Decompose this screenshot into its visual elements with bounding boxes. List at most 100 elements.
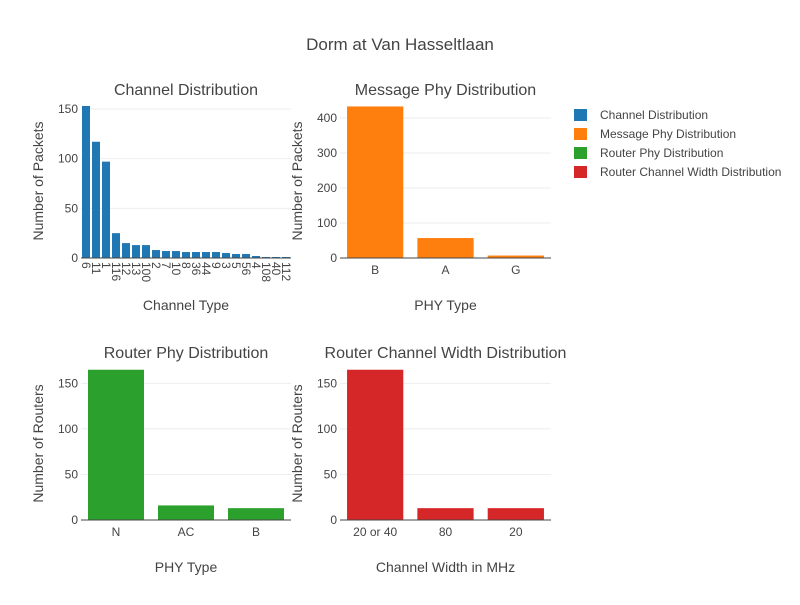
legend-item[interactable]: Router Channel Width Distribution	[574, 165, 781, 179]
bar-5[interactable]	[232, 254, 240, 258]
x-tick-label: 116	[109, 262, 123, 281]
bar-6[interactable]	[82, 105, 90, 259]
bar-11[interactable]	[92, 141, 100, 258]
x-tick-label: 20 or 40	[353, 525, 397, 539]
bar-8[interactable]	[182, 252, 190, 258]
x-tick-label: 100	[139, 262, 153, 282]
y-tick-label: 100	[317, 216, 337, 230]
x-tick-label: AC	[178, 525, 195, 539]
x-tick-label: 9	[209, 262, 223, 269]
legend-item[interactable]: Router Phy Distribution	[574, 146, 723, 160]
y-axis-title: Number of Routers	[289, 384, 305, 502]
x-tick-label: 11	[89, 262, 103, 275]
figure-title: Dorm at Van Hasseltlaan	[306, 35, 494, 54]
x-tick-label: 20	[509, 525, 523, 539]
legend-swatch	[574, 147, 587, 159]
y-tick-label: 150	[58, 376, 78, 390]
x-tick-label: 5	[229, 262, 243, 269]
bar-20[interactable]	[487, 508, 544, 520]
y-tick-label: 400	[317, 111, 337, 125]
x-tick-label: 40	[269, 262, 283, 276]
bar-B[interactable]	[347, 106, 404, 258]
legend-item[interactable]: Message Phy Distribution	[574, 127, 736, 141]
x-tick-label: 8	[179, 262, 193, 269]
x-tick-label: 36	[189, 262, 203, 276]
x-tick-label: 13	[129, 262, 143, 276]
y-axis-title: Number of Packets	[289, 121, 305, 240]
x-tick-label: 44	[199, 262, 213, 276]
y-tick-label: 50	[65, 201, 79, 215]
y-tick-label: 200	[317, 181, 337, 195]
bar-B[interactable]	[228, 508, 284, 520]
bar-7[interactable]	[162, 251, 170, 258]
legend-label: Message Phy Distribution	[600, 127, 736, 141]
x-tick-label: 3	[219, 262, 233, 269]
legend-label: Router Channel Width Distribution	[600, 165, 781, 179]
bar-AC[interactable]	[158, 505, 214, 520]
bar-80[interactable]	[417, 508, 474, 520]
y-tick-label: 0	[330, 251, 337, 265]
x-tick-label: 56	[239, 262, 253, 276]
y-tick-label: 50	[65, 467, 79, 481]
x-axis-title: PHY Type	[414, 297, 477, 313]
chart-title: Message Phy Distribution	[355, 82, 536, 99]
legend-swatch	[574, 109, 587, 121]
y-tick-label: 100	[317, 422, 337, 436]
bar-4[interactable]	[252, 256, 260, 258]
bar-36[interactable]	[192, 252, 200, 258]
chart-1: 0501001506111116121310027108364493556410…	[30, 82, 293, 313]
bar-2[interactable]	[152, 250, 160, 258]
x-axis-title: Channel Type	[143, 297, 229, 313]
legend-item[interactable]: Channel Distribution	[574, 108, 708, 122]
y-tick-label: 50	[324, 467, 338, 481]
bar-12[interactable]	[122, 243, 130, 258]
bar-9[interactable]	[212, 252, 220, 258]
x-tick-label: 7	[159, 262, 173, 269]
bar-10[interactable]	[172, 251, 180, 258]
y-tick-label: 100	[58, 422, 78, 436]
bar-13[interactable]	[132, 245, 140, 258]
bar-20 or 40[interactable]	[347, 369, 404, 520]
bar-56[interactable]	[242, 254, 250, 258]
y-tick-label: 300	[317, 146, 337, 160]
legend: Channel Distribution Message Phy Distribu…	[574, 108, 781, 179]
chart-title: Router Phy Distribution	[104, 345, 269, 362]
y-tick-label: 0	[71, 251, 78, 265]
legend-swatch	[574, 166, 587, 178]
bar-1[interactable]	[102, 161, 110, 258]
chart-3: 0 50 100 150 N AC B Router Phy Distribution PHY …	[30, 345, 291, 575]
x-tick-label: B	[371, 263, 379, 277]
y-tick-label: 150	[317, 376, 337, 390]
legend-label: Channel Distribution	[600, 108, 708, 122]
x-tick-label: 4	[249, 262, 263, 269]
x-tick-label: G	[511, 263, 520, 277]
bar-N[interactable]	[88, 369, 144, 520]
x-tick-label: 2	[149, 262, 163, 269]
legend-label: Router Phy Distribution	[600, 146, 723, 160]
x-tick-label: 1	[99, 262, 113, 269]
y-tick-label: 0	[330, 513, 337, 527]
x-tick-label: A	[441, 263, 449, 277]
y-tick-label: 100	[58, 152, 78, 166]
chart-2: 0 100 200 300 400 B A G Message Phy Distribution…	[289, 82, 551, 313]
x-tick-label: N	[112, 525, 121, 539]
x-tick-label: 80	[439, 525, 453, 539]
y-tick-label: 150	[58, 102, 78, 116]
charts: 0501001506111116121310027108364493556410…	[30, 82, 566, 575]
bar-100[interactable]	[142, 245, 150, 258]
chart-title: Router Channel Width Distribution	[325, 345, 567, 362]
x-tick-label: 6	[79, 262, 93, 269]
x-tick-label: 112	[279, 262, 293, 281]
bar-G[interactable]	[487, 255, 544, 258]
chart-title: Channel Distribution	[114, 82, 258, 99]
bar-A[interactable]	[417, 238, 474, 258]
x-axis-title: Channel Width in MHz	[376, 559, 515, 575]
bar-44[interactable]	[202, 252, 210, 258]
y-axis-title: Number of Packets	[30, 121, 46, 240]
y-axis-title: Number of Routers	[30, 384, 46, 502]
bar-3[interactable]	[222, 253, 230, 258]
x-tick-label: 108	[259, 262, 273, 282]
bar-116[interactable]	[112, 233, 120, 258]
